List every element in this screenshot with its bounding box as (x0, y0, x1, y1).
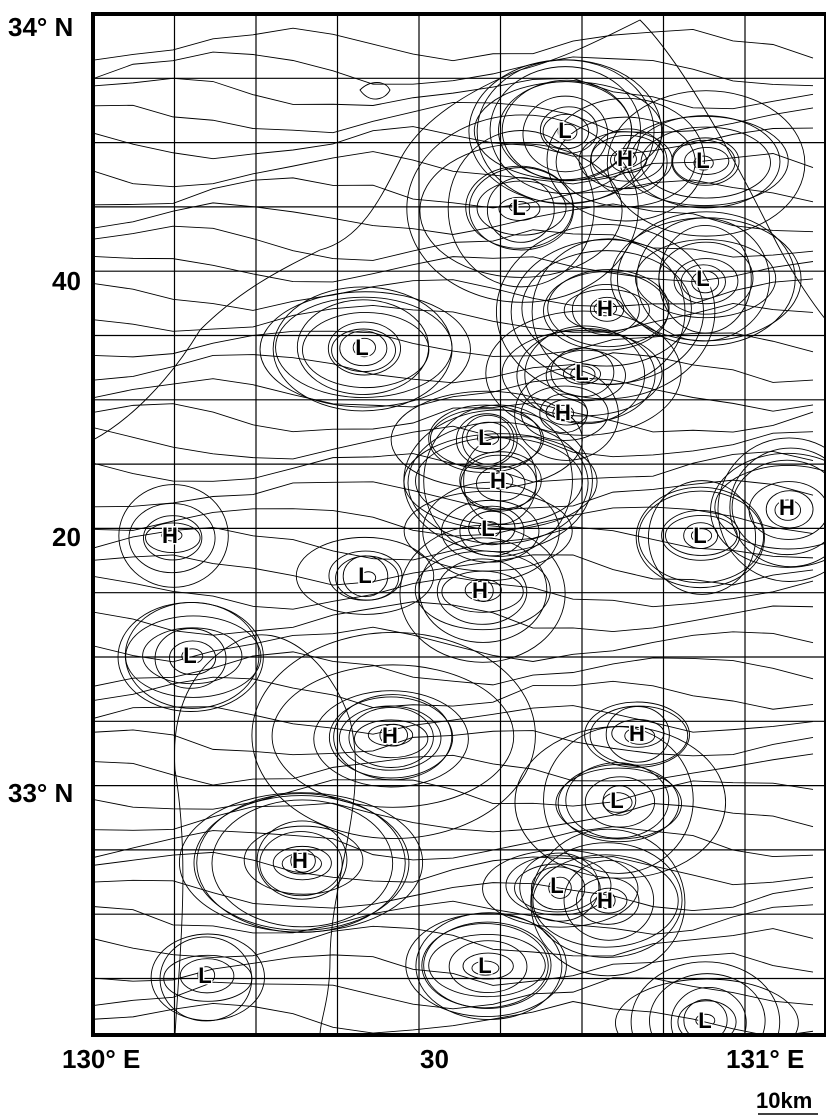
pressure-marker: L (358, 563, 371, 588)
lat-label: 34° N (8, 12, 73, 42)
pressure-marker: H (629, 721, 645, 746)
pressure-marker: L (183, 643, 196, 668)
pressure-marker: H (597, 296, 613, 321)
contour-line (93, 102, 813, 132)
contour-map: 34° N 40 20 33° N 130° E 30 131° E 10km … (0, 0, 826, 1120)
contour-line (93, 178, 813, 208)
pressure-marker: L (355, 335, 368, 360)
pressure-marker: H (597, 888, 613, 913)
lon-label: 130° E (62, 1044, 140, 1074)
contour-line (93, 754, 813, 785)
pressure-marker: L (558, 118, 571, 143)
pressure-marker: L (696, 266, 709, 291)
pressure-marker: H (292, 848, 308, 873)
coastline (360, 83, 390, 100)
lat-label: 20 (52, 522, 81, 552)
pressure-marker: L (478, 953, 491, 978)
lon-label: 30 (420, 1044, 449, 1074)
pressure-marker: H (162, 523, 178, 548)
pressure-marker: L (198, 963, 211, 988)
pressure-marker: L (610, 788, 623, 813)
contour-line (93, 852, 813, 884)
contour-line (93, 28, 813, 61)
contour-line (93, 226, 813, 260)
contour-line (93, 803, 813, 832)
pressure-marker: H (382, 723, 398, 748)
contour-lines (93, 20, 826, 1082)
pressure-marker: L (696, 148, 709, 173)
scale-label: 10km (756, 1088, 812, 1113)
contour-line (93, 353, 813, 383)
pressure-marker: L (575, 360, 588, 385)
pressure-marker: L (698, 1008, 711, 1033)
contour-line (93, 926, 813, 957)
pressure-marker: L (512, 195, 525, 220)
contour-line (93, 403, 813, 432)
lat-label: 40 (52, 266, 81, 296)
pressure-marker: L (693, 523, 706, 548)
pressure-marker: H (555, 400, 571, 425)
contour-line (93, 677, 813, 709)
pressure-markers: HLLLLHLLHLHHLLHLHLHHLHLHLLL (162, 118, 795, 1033)
pressure-marker: L (550, 873, 563, 898)
pressure-marker: H (779, 495, 795, 520)
contour-line (93, 730, 813, 756)
coastline (93, 20, 826, 440)
contour-line (93, 780, 813, 809)
pressure-marker: H (472, 578, 488, 603)
pressure-marker: L (481, 516, 494, 541)
lon-label: 131° E (726, 1044, 804, 1074)
pressure-marker: H (617, 146, 633, 171)
contour-line (93, 880, 813, 910)
pressure-marker: H (490, 468, 506, 493)
lat-label: 33° N (8, 778, 73, 808)
pressure-marker: L (478, 425, 491, 450)
